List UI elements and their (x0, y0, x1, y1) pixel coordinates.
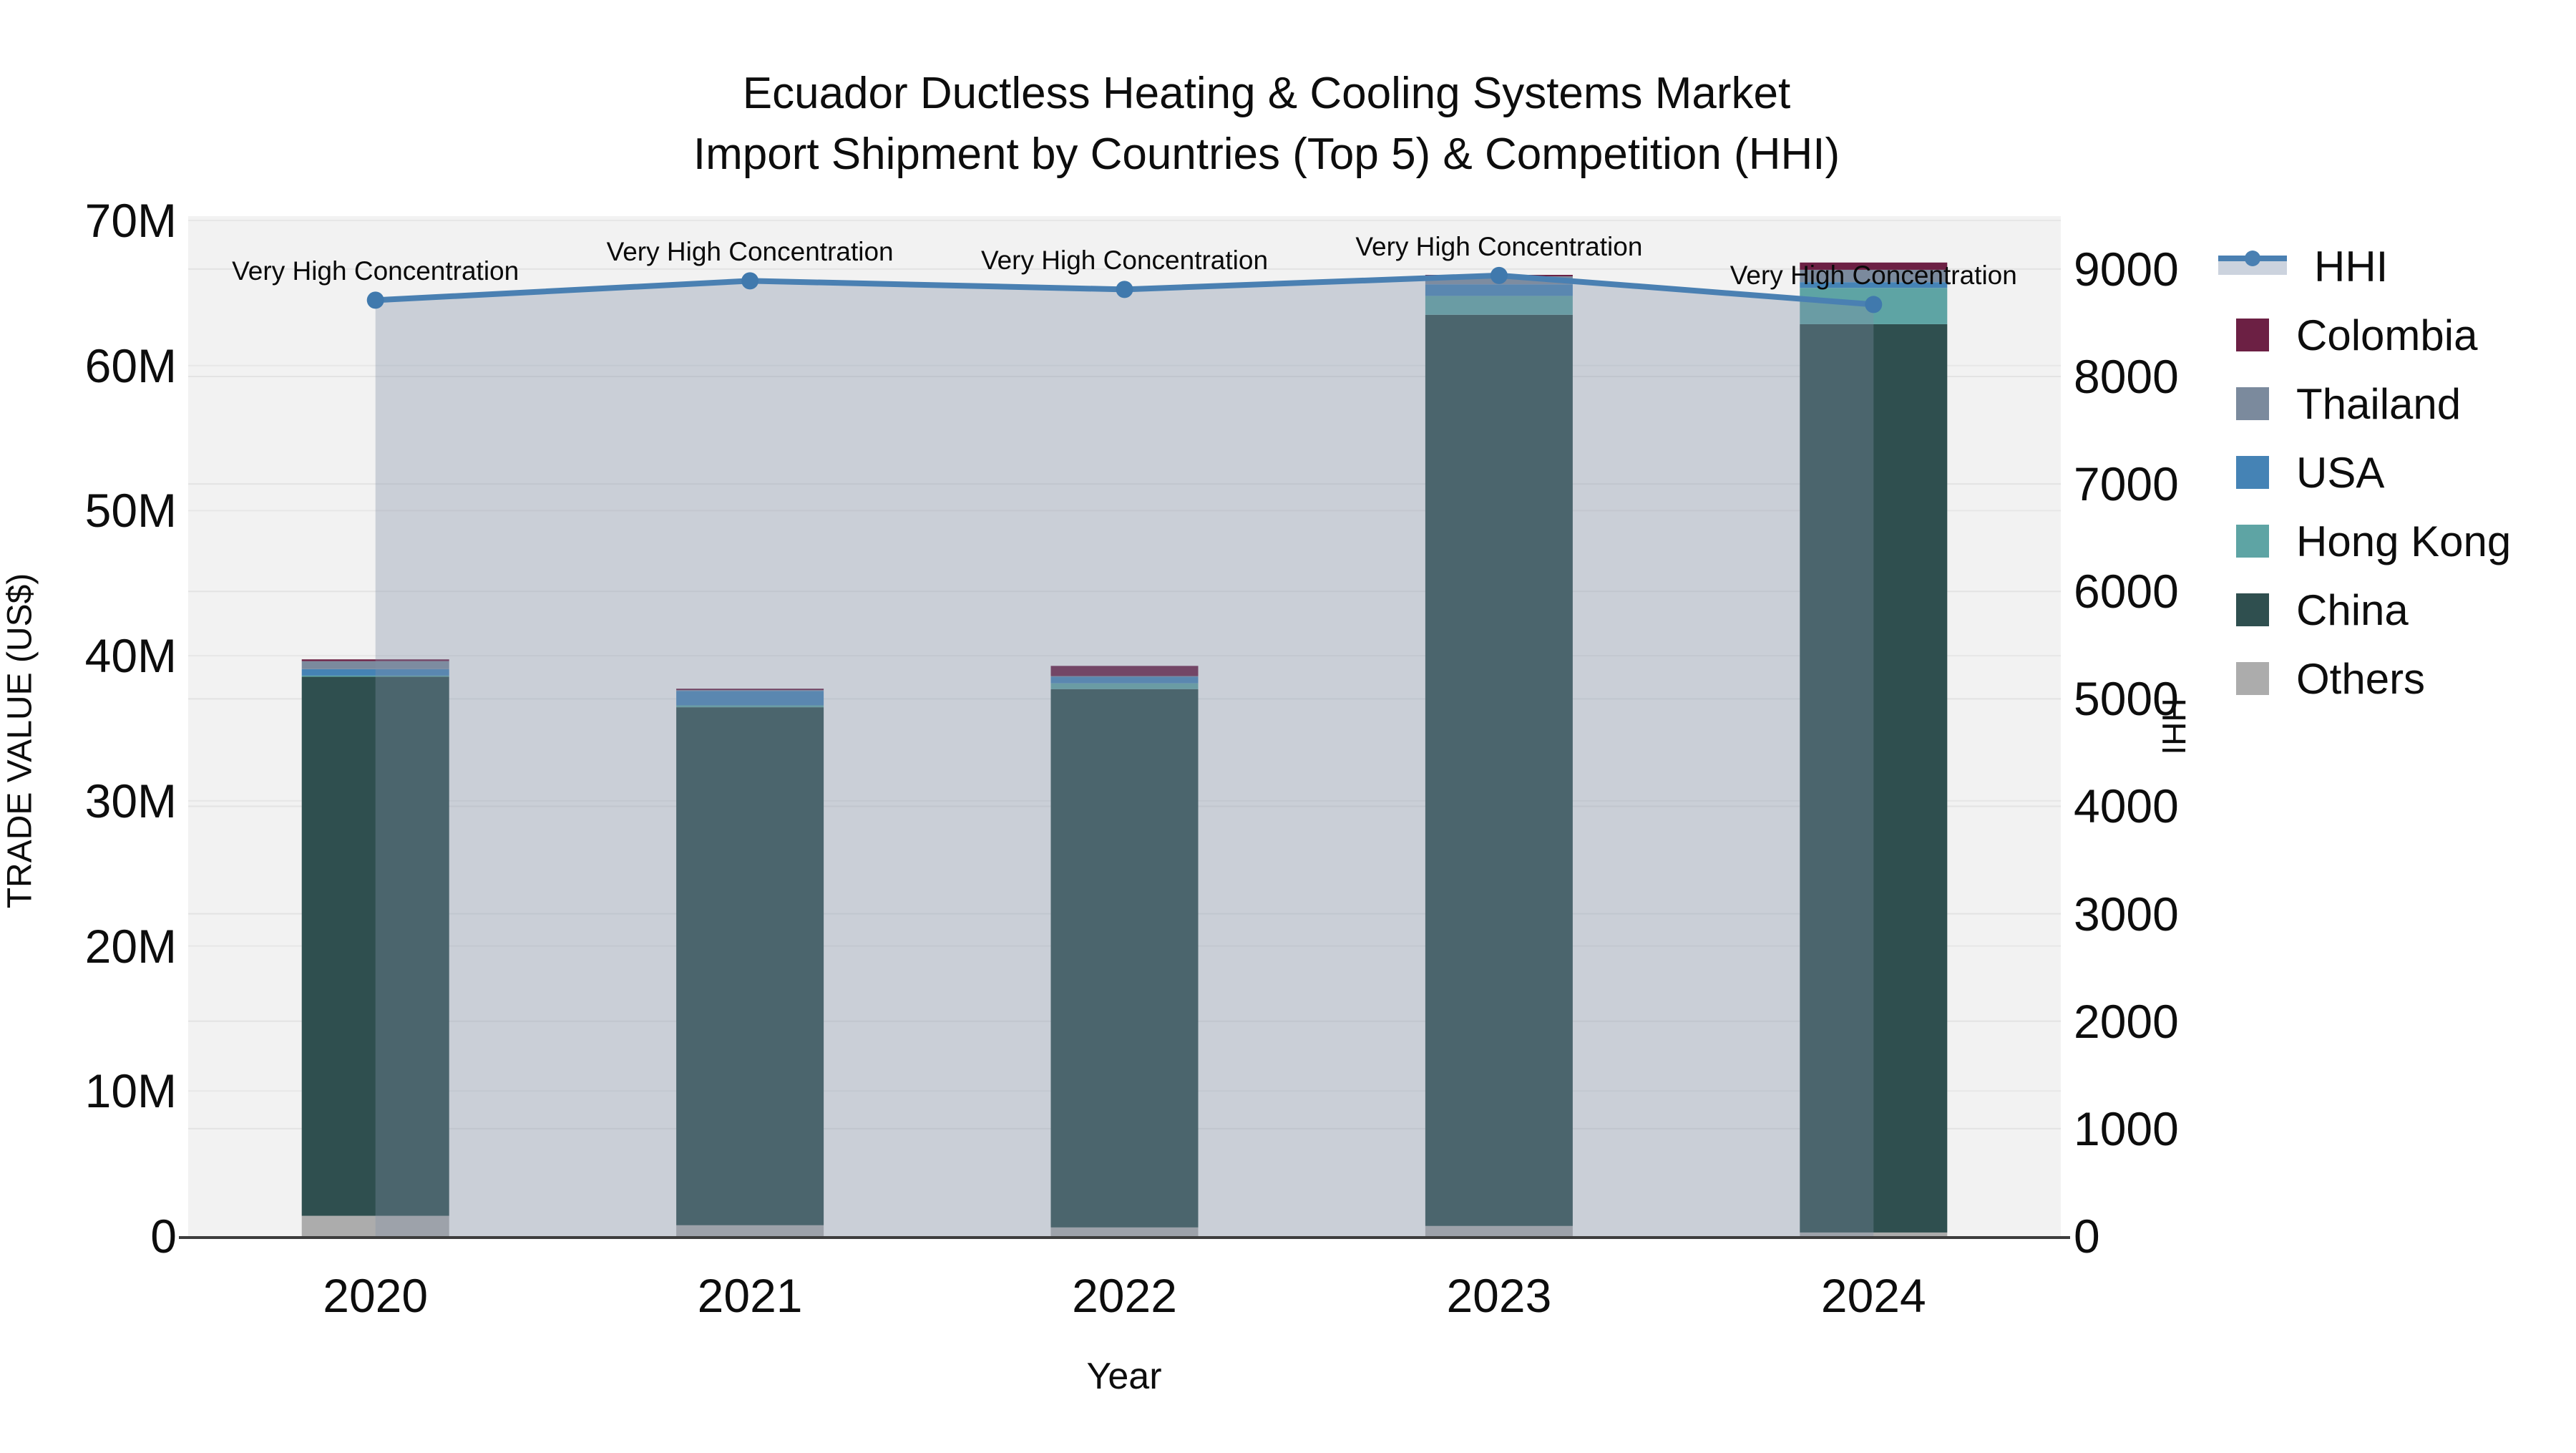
y-left-tick-20M: 20M (84, 919, 177, 973)
x-tick-2020: 2020 (323, 1269, 429, 1322)
legend-label: HHI (2314, 242, 2389, 291)
bar-segment-colombia-2021 (676, 689, 824, 691)
legend-item-usa[interactable]: USA (2215, 444, 2384, 501)
y-left-tick-30M: 30M (84, 774, 177, 827)
hhi-marker-2022 (1116, 281, 1133, 298)
bar-segment-thailand-2024 (1800, 269, 1948, 283)
annotation-2023: Very High Concentration (1355, 231, 1643, 261)
legend-item-colombia[interactable]: Colombia (2215, 306, 2477, 364)
y-right-tick-8000: 8000 (2074, 349, 2179, 403)
bar-segment-thailand-2021 (676, 690, 824, 691)
hhi-marker-2024 (1865, 296, 1883, 314)
y-right-tick-1000: 1000 (2074, 1102, 2179, 1155)
bar-segment-colombia-2022 (1050, 666, 1199, 676)
legend-item-others[interactable]: Others (2215, 650, 2425, 707)
bar-segment-thailand-2022 (1050, 676, 1199, 677)
bar-segment-usa-2021 (676, 691, 824, 706)
bar-segment-others-2021 (676, 1225, 824, 1236)
legend-label: Colombia (2296, 311, 2478, 359)
bar-segment-usa-2023 (1425, 284, 1573, 296)
bar-segment-others-2020 (301, 1215, 449, 1236)
legend-item-hong-kong[interactable]: Hong Kong (2215, 512, 2511, 570)
bar-segment-others-2022 (1050, 1227, 1199, 1236)
legend-swatch-icon (2236, 319, 2269, 351)
hhi-marker-2020 (366, 291, 384, 309)
page-title: Ecuador Ductless Heating & Cooling Syste… (742, 69, 1791, 118)
bar-segment-thailand-2020 (301, 661, 449, 669)
x-tick-2024: 2024 (1820, 1269, 1926, 1322)
x-tick-2023: 2023 (1446, 1269, 1552, 1322)
y-left-tick-60M: 60M (84, 339, 177, 392)
y-right-tick-7000: 7000 (2074, 457, 2179, 511)
legend-label: China (2296, 585, 2409, 634)
hhi-marker-2023 (1490, 266, 1508, 284)
annotation-2024: Very High Concentration (1729, 261, 2017, 291)
x-axis-baseline (179, 1236, 2070, 1239)
bar-segment-colombia-2020 (301, 659, 449, 661)
bar-segment-hong-kong-2020 (301, 675, 449, 677)
y-axis-title-left: TRADE VALUE (US$) (1, 573, 39, 909)
y-right-tick-4000: 4000 (2074, 779, 2179, 833)
hhi-marker-2021 (741, 272, 759, 290)
hhi-line-sample-icon (2218, 250, 2287, 283)
bar-segment-china-2023 (1425, 314, 1573, 1226)
y-right-tick-3000: 3000 (2074, 887, 2179, 941)
x-axis-title: Year (1086, 1356, 1162, 1397)
legend-label: Others (2296, 654, 2426, 703)
annotation-2021: Very High Concentration (606, 237, 894, 267)
bar-segment-china-2020 (301, 676, 449, 1216)
annotation-2022: Very High Concentration (980, 246, 1269, 276)
bar-segment-hong-kong-2021 (676, 705, 824, 708)
legend-label: Hong Kong (2296, 517, 2512, 565)
y-right-tick-2000: 2000 (2074, 994, 2179, 1048)
legend-swatch-icon (2236, 525, 2269, 558)
bar-segment-hong-kong-2023 (1425, 296, 1573, 315)
y-left-tick-40M: 40M (84, 629, 177, 683)
legend-swatch-icon (2236, 387, 2269, 420)
bar-segment-china-2021 (676, 707, 824, 1225)
y-left-tick-10M: 10M (84, 1064, 177, 1118)
bar-segment-usa-2022 (1050, 676, 1199, 684)
bar-segment-usa-2024 (1800, 282, 1948, 288)
x-tick-2021: 2021 (697, 1269, 803, 1322)
bar-segment-china-2022 (1050, 689, 1199, 1228)
x-tick-2022: 2022 (1072, 1269, 1177, 1322)
y-left-tick-0: 0 (150, 1210, 177, 1263)
bar-segment-usa-2020 (301, 669, 449, 676)
legend-label: Thailand (2296, 379, 2462, 428)
legend-item-china[interactable]: China (2215, 581, 2409, 638)
hhi-area-fill (375, 275, 1874, 1236)
legend-item-thailand[interactable]: Thailand (2215, 375, 2461, 432)
legend-swatch-icon (2236, 593, 2269, 626)
bar-segment-hong-kong-2022 (1050, 683, 1199, 689)
legend-item-hhi[interactable]: HHI (2215, 238, 2388, 295)
legend-swatch-icon (2236, 662, 2269, 695)
y-right-tick-6000: 6000 (2074, 565, 2179, 618)
legend-swatch-icon (2236, 456, 2269, 489)
page-subtitle: Import Shipment by Countries (Top 5) & C… (693, 130, 1840, 179)
y-right-tick-9000: 9000 (2074, 242, 2179, 296)
bar-segment-others-2023 (1425, 1225, 1573, 1236)
y-left-tick-50M: 50M (84, 484, 177, 538)
bar-segment-colombia-2024 (1800, 262, 1948, 270)
y-right-tick-0: 0 (2074, 1210, 2100, 1263)
bar-segment-china-2024 (1800, 324, 1948, 1233)
legend-label: USA (2296, 448, 2385, 497)
annotation-2020: Very High Concentration (232, 256, 519, 286)
y-left-tick-70M: 70M (84, 194, 177, 247)
bar-segment-others-2024 (1800, 1232, 1948, 1236)
y-right-tick-5000: 5000 (2074, 672, 2179, 726)
